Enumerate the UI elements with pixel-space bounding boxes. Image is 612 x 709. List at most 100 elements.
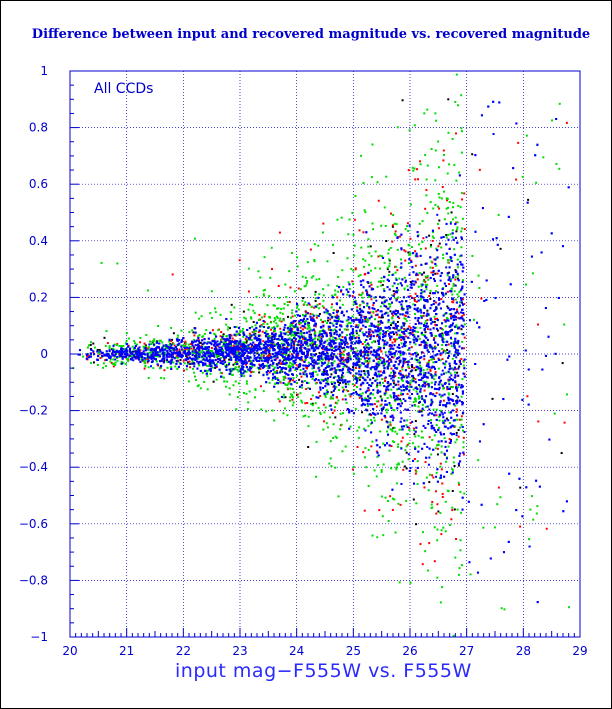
data-point-green xyxy=(456,221,459,224)
data-point-green xyxy=(382,344,385,347)
data-point-red xyxy=(480,297,483,300)
data-point-red xyxy=(440,533,443,536)
data-point-black xyxy=(315,353,318,356)
data-point-green xyxy=(379,430,382,433)
data-point-green xyxy=(371,222,374,225)
data-point-red xyxy=(384,379,387,382)
data-point-red xyxy=(304,326,307,329)
data-point-green xyxy=(317,406,320,409)
data-point-green xyxy=(234,368,237,371)
data-point-black xyxy=(399,398,402,401)
data-point-red xyxy=(452,298,455,301)
data-point-red xyxy=(419,160,422,163)
data-point-green xyxy=(388,258,391,261)
data-point-green xyxy=(368,252,371,255)
data-point-green xyxy=(367,343,370,346)
data-point-green xyxy=(325,422,328,425)
data-point-green xyxy=(216,356,219,359)
data-point-red xyxy=(351,468,354,471)
data-point-green xyxy=(197,354,200,357)
data-point-black xyxy=(414,420,417,423)
data-point-green xyxy=(449,221,452,224)
data-point-green xyxy=(305,338,308,341)
data-point-red xyxy=(426,328,429,331)
data-point-green xyxy=(531,272,534,275)
data-point-green xyxy=(197,335,200,338)
data-point-green xyxy=(426,283,429,286)
data-point-green xyxy=(303,303,306,306)
data-point-green xyxy=(377,280,380,283)
data-point-green xyxy=(254,351,257,354)
data-point-green xyxy=(367,319,370,322)
data-point-black xyxy=(456,371,459,374)
data-point-green xyxy=(157,355,160,358)
data-point-green xyxy=(315,314,318,317)
data-point-green xyxy=(567,606,570,609)
data-point-red xyxy=(390,358,393,361)
data-point-red xyxy=(424,207,427,210)
data-point-red xyxy=(375,405,378,408)
data-point-blue xyxy=(455,356,458,359)
data-point-green xyxy=(116,359,119,362)
data-point-green xyxy=(525,134,528,137)
data-point-green xyxy=(420,430,423,433)
data-point-green xyxy=(345,334,348,337)
data-point-green xyxy=(385,175,388,178)
data-point-green xyxy=(214,353,217,356)
data-point-red xyxy=(319,395,322,398)
data-point-blue xyxy=(269,363,272,366)
data-point-green xyxy=(452,469,455,472)
data-point-green xyxy=(111,362,114,365)
data-point-green xyxy=(226,328,229,331)
data-point-green xyxy=(237,333,240,336)
data-point-green xyxy=(359,358,362,361)
data-point-green xyxy=(100,261,103,264)
data-point-green xyxy=(379,404,382,407)
data-point-green xyxy=(463,492,466,495)
data-point-green xyxy=(269,337,272,340)
data-point-green xyxy=(528,538,531,541)
data-point-black xyxy=(295,332,298,335)
data-point-black xyxy=(456,277,459,280)
data-point-green xyxy=(199,387,202,390)
data-point-green xyxy=(496,503,499,506)
data-point-red xyxy=(414,378,417,381)
data-point-green xyxy=(299,347,302,350)
data-point-green xyxy=(311,404,314,407)
data-point-red xyxy=(358,229,361,232)
data-point-green xyxy=(334,435,337,438)
data-point-green xyxy=(214,333,217,336)
data-point-green xyxy=(395,482,398,485)
data-point-green xyxy=(283,375,286,378)
data-point-green xyxy=(364,211,367,214)
data-point-green xyxy=(304,301,307,304)
data-point-red xyxy=(413,297,416,300)
data-point-green xyxy=(238,391,241,394)
data-point-green xyxy=(290,334,293,337)
data-point-green xyxy=(125,342,128,345)
data-point-green xyxy=(329,457,332,460)
data-point-green xyxy=(219,341,222,344)
data-point-green xyxy=(421,220,424,223)
data-point-black xyxy=(451,393,454,396)
data-point-green xyxy=(165,347,168,350)
data-point-green xyxy=(424,319,427,322)
data-point-red xyxy=(352,374,355,377)
data-point-green xyxy=(373,469,376,472)
data-point-green xyxy=(425,342,428,345)
data-point-green xyxy=(130,355,133,358)
data-point-red xyxy=(446,199,449,202)
data-point-red xyxy=(398,235,401,238)
data-point-green xyxy=(326,312,329,315)
data-point-green xyxy=(276,307,279,310)
data-point-green xyxy=(306,261,309,264)
data-point-green xyxy=(225,323,228,326)
data-point-red xyxy=(262,354,265,357)
data-point-green xyxy=(437,140,440,143)
data-point-green xyxy=(236,396,239,399)
data-point-green xyxy=(434,112,437,115)
data-point-green xyxy=(418,396,421,399)
data-point-green xyxy=(144,365,147,368)
data-point-red xyxy=(367,362,370,365)
data-point-blue xyxy=(270,343,273,346)
